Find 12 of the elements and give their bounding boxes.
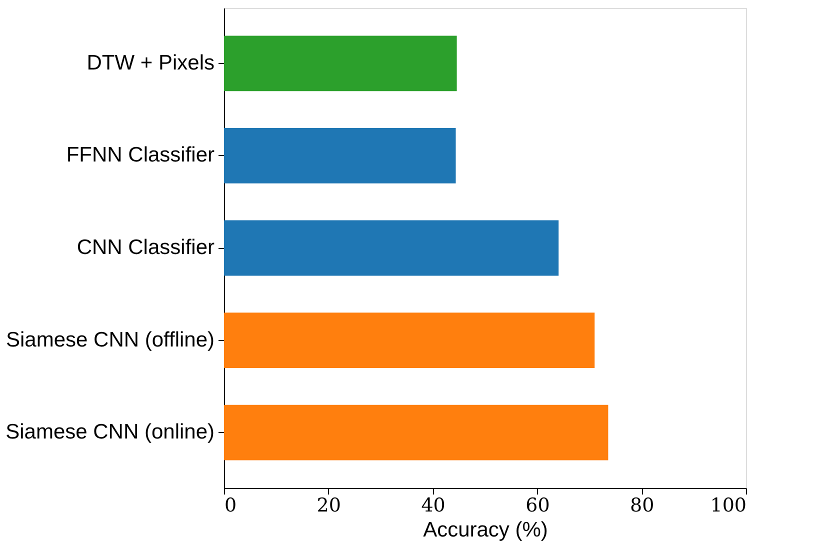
x-tick-label: 20 <box>316 494 341 516</box>
y-tick-label: Siamese CNN (offline) <box>6 328 214 352</box>
x-axis-title: Accuracy (%) <box>423 518 548 542</box>
x-tick-label: 100 <box>710 494 746 516</box>
x-tick-label: 80 <box>630 494 654 516</box>
x-tick-label: 40 <box>421 494 446 516</box>
y-tick-label: Siamese CNN (online) <box>6 420 214 444</box>
y-tick-label: FFNN Classifier <box>66 144 215 167</box>
x-tick-label: 0 <box>224 494 237 516</box>
y-tick-label: DTW + Pixels <box>86 51 214 74</box>
x-tick-label: 60 <box>526 494 550 516</box>
y-tick-label: CNN Classifier <box>76 236 214 259</box>
